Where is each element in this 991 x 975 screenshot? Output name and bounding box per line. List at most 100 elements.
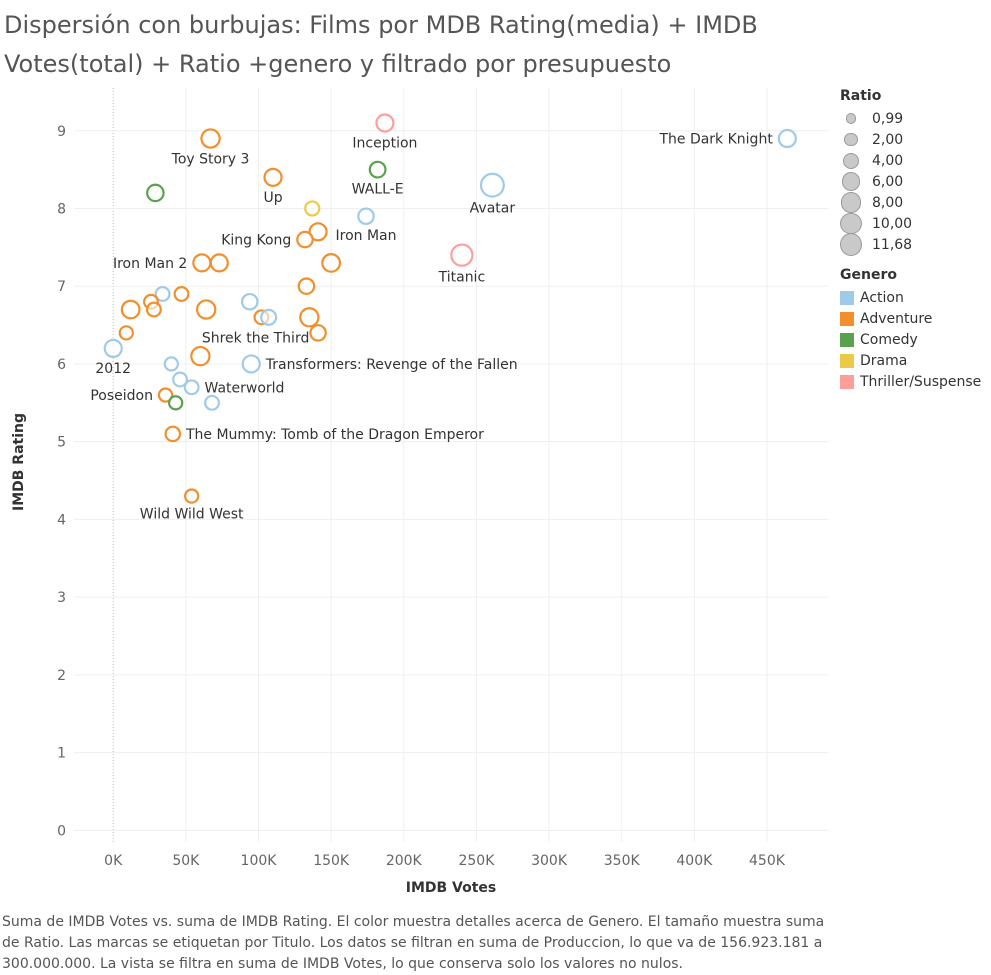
- size-legend-item[interactable]: 6,00: [840, 171, 981, 192]
- x-tick-label: 350K: [604, 853, 641, 869]
- size-legend: 0,99 2,00 4,00 6,00 8,00 10,00 11,68: [840, 108, 981, 257]
- color-legend-label: Action: [860, 289, 904, 306]
- color-legend-item[interactable]: Drama: [840, 350, 981, 371]
- data-point[interactable]: [321, 252, 342, 273]
- data-point[interactable]: [450, 243, 474, 267]
- data-point[interactable]: [103, 338, 123, 359]
- data-point[interactable]: [172, 371, 189, 388]
- point-label: Iron Man 2: [113, 256, 187, 272]
- y-tick-label: 4: [57, 512, 66, 528]
- data-point[interactable]: [241, 354, 261, 374]
- data-point[interactable]: [173, 286, 190, 302]
- data-point[interactable]: [164, 425, 182, 443]
- data-point[interactable]: [190, 345, 211, 367]
- data-point[interactable]: [479, 172, 505, 198]
- color-swatch: [840, 332, 854, 347]
- data-point[interactable]: [297, 277, 316, 295]
- size-legend-label: 10,00: [872, 215, 913, 232]
- size-legend-glyph: [840, 232, 862, 257]
- size-legend-glyph: [840, 192, 862, 213]
- data-point[interactable]: [375, 113, 395, 133]
- data-point[interactable]: [146, 183, 165, 203]
- legend: Ratio 0,99 2,00 4,00 6,00 8,00 10,00 11,68 Gen…: [840, 88, 981, 392]
- data-point[interactable]: [120, 299, 141, 320]
- data-point[interactable]: [308, 222, 328, 242]
- data-point[interactable]: [241, 292, 259, 311]
- point-label: WALL-E: [352, 181, 404, 197]
- point-label: Transformers: Revenge of the Fallen: [265, 357, 518, 373]
- size-legend-glyph: [840, 171, 862, 192]
- data-point[interactable]: [299, 307, 320, 328]
- y-tick-label: 7: [57, 279, 66, 295]
- point-label: Shrek the Third: [202, 330, 310, 346]
- point-layer: [103, 113, 797, 504]
- color-legend-label: Drama: [860, 352, 908, 369]
- point-label: Wild Wild West: [140, 507, 244, 523]
- data-point[interactable]: [184, 488, 200, 504]
- y-tick-label: 5: [57, 435, 66, 451]
- data-point[interactable]: [304, 200, 321, 217]
- data-point[interactable]: [296, 230, 314, 249]
- data-point[interactable]: [154, 286, 171, 302]
- point-label: Titanic: [438, 270, 486, 286]
- point-label: Iron Man: [336, 228, 397, 244]
- size-legend-item[interactable]: 0,99: [840, 108, 981, 129]
- data-point[interactable]: [309, 324, 327, 342]
- color-swatch: [840, 311, 854, 326]
- point-label: The Mummy: Tomb of the Dragon Emperor: [185, 427, 484, 443]
- y-tick-label: 2: [57, 668, 66, 684]
- color-legend-item[interactable]: Adventure: [840, 308, 981, 329]
- x-tick-label: 0K: [104, 853, 123, 869]
- data-point[interactable]: [118, 325, 134, 341]
- color-legend-item[interactable]: Action: [840, 287, 981, 308]
- y-tick-label: 8: [57, 201, 66, 217]
- size-legend-glyph: [840, 129, 862, 150]
- label-layer: The Dark Knight Inception Toy Story 3 WALL-…: [90, 132, 773, 523]
- chart-caption: Suma de IMDB Votes vs. suma de IMDB Rati…: [2, 914, 825, 972]
- color-legend-item[interactable]: Comedy: [840, 329, 981, 350]
- y-tick-label: 0: [57, 823, 66, 839]
- point-label: 2012: [95, 361, 131, 377]
- data-point[interactable]: [260, 308, 278, 326]
- data-point[interactable]: [196, 299, 217, 320]
- data-point[interactable]: [183, 379, 200, 396]
- size-legend-label: 8,00: [872, 194, 904, 211]
- point-label: Up: [263, 190, 282, 206]
- size-legend-glyph: [840, 108, 862, 129]
- data-point[interactable]: [357, 207, 375, 226]
- data-point[interactable]: [145, 301, 162, 318]
- data-point[interactable]: [157, 387, 174, 403]
- size-legend-glyph: [840, 212, 862, 235]
- data-point[interactable]: [168, 395, 184, 411]
- size-legend-item[interactable]: 10,00: [840, 212, 981, 235]
- color-legend-item[interactable]: Thriller/Suspense: [840, 371, 981, 392]
- data-point[interactable]: [204, 394, 220, 411]
- size-legend-item[interactable]: 11,68: [840, 232, 981, 257]
- point-label: Waterworld: [205, 380, 285, 396]
- size-legend-label: 2,00: [872, 131, 904, 148]
- point-label: King Kong: [221, 233, 291, 249]
- grid-layer: [74, 88, 828, 842]
- size-legend-item[interactable]: 4,00: [840, 150, 981, 171]
- data-point[interactable]: [163, 356, 179, 372]
- size-legend-item[interactable]: 8,00: [840, 192, 981, 213]
- data-point[interactable]: [777, 128, 797, 149]
- x-tick-label: 300K: [531, 853, 568, 869]
- point-label: Avatar: [470, 201, 516, 217]
- size-legend-label: 0,99: [872, 110, 904, 127]
- size-legend-label: 4,00: [872, 152, 904, 169]
- data-point[interactable]: [263, 167, 283, 187]
- data-point[interactable]: [209, 253, 229, 273]
- tick-layer: 0K 50K 100K 150K 200K 250K 300K 350K 400K 450K 0 1 2…: [57, 124, 786, 869]
- x-tick-label: 200K: [386, 853, 423, 869]
- size-legend-item[interactable]: 2,00: [840, 129, 981, 150]
- point-label: Toy Story 3: [171, 152, 250, 168]
- data-point[interactable]: [368, 160, 387, 179]
- data-point[interactable]: [200, 128, 221, 149]
- size-legend-label: 6,00: [872, 173, 904, 190]
- y-tick-label: 9: [57, 124, 66, 140]
- data-point[interactable]: [192, 253, 212, 273]
- x-tick-label: 100K: [241, 853, 278, 869]
- point-label: Poseidon: [90, 388, 153, 404]
